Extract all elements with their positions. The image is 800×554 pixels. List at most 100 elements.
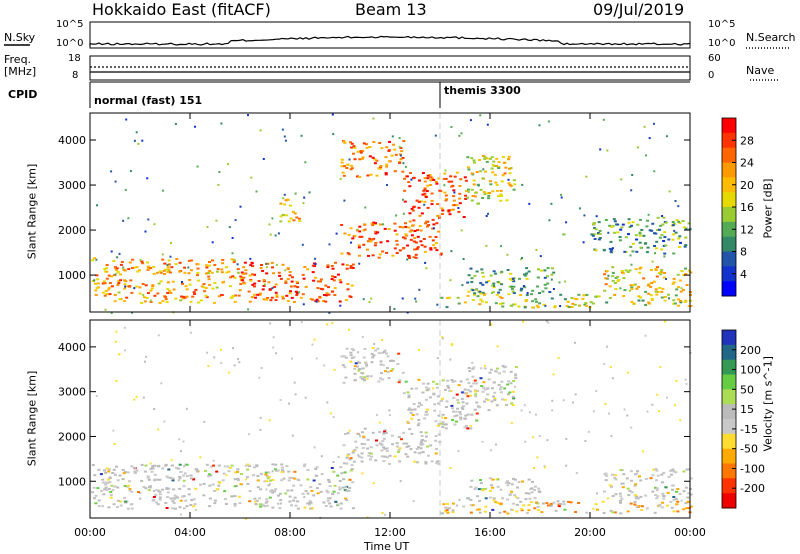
cpid-label: CPID	[8, 88, 38, 101]
velocity-colorbar-tick-7: -200	[740, 482, 765, 495]
noise-left-tick-bottom: 10^0	[56, 38, 84, 49]
power-colorbar-swatch-1	[722, 132, 736, 149]
freq-frame	[89, 55, 691, 81]
velocity-colorbar-tick-1: 100	[740, 364, 761, 377]
power-colorbar-swatch-11	[722, 281, 736, 297]
velocity-colorbar-tick-0: 200	[740, 344, 761, 357]
nsky-label: N.Sky	[4, 31, 36, 44]
freq-unit-label: [MHz]	[4, 65, 37, 78]
power-frame-ytick-label-0: 1000	[58, 269, 86, 282]
velocity-colorbar-swatch-2	[722, 359, 736, 375]
freq-panel	[89, 55, 780, 81]
freq-label: Freq.	[4, 53, 32, 66]
power-region-4	[403, 171, 468, 223]
velocity-colorbar-swatch-4	[722, 389, 736, 405]
noise-panel	[4, 21, 790, 49]
power-frame-ytick-label-1: 2000	[58, 224, 86, 237]
noise-left-tick-top: 10^5	[56, 19, 84, 30]
nsearch-label: N.Search	[746, 31, 796, 44]
power-colorbar-tick-5: 8	[740, 246, 747, 259]
power-region-8	[603, 266, 693, 295]
velocity-colorbar-swatch-9	[722, 463, 736, 479]
x-tick-label-3: 12:00	[374, 526, 406, 539]
freq-left-tick-bottom: 8	[72, 70, 79, 81]
cpid-mode-normal: normal (fast) 151	[94, 94, 203, 107]
velocity-colorbar-tick-4: -15	[740, 423, 758, 436]
noise-sky-line	[89, 35, 691, 46]
power-colorbar-swatch-2	[722, 147, 736, 163]
power-colorbar-swatch-3	[722, 162, 736, 178]
x-tick-label-2: 08:00	[274, 526, 306, 539]
freq-right-tick-bottom: 0	[708, 70, 715, 81]
noise-right-tick-top: 10^5	[708, 19, 736, 30]
velocity-colorbar-swatch-7	[722, 433, 736, 450]
power-region-2	[340, 140, 406, 178]
power-colorbar-tick-1: 24	[740, 157, 754, 170]
velocity-heatmap	[91, 320, 693, 520]
power-region-0	[91, 257, 243, 304]
velocity-colorbar-tick-5: -50	[740, 443, 758, 456]
velocity-colorbar-swatch-5	[722, 404, 736, 420]
cpid-panel	[89, 81, 690, 108]
velocity-colorbar-swatch-3	[722, 374, 736, 390]
velocity-region-6	[603, 468, 693, 501]
velocity-frame-ytick-label-1: 2000	[58, 430, 86, 443]
velocity-region-1	[340, 347, 405, 384]
power-colorbar-swatch-6	[722, 207, 736, 223]
noise-frame	[89, 21, 691, 49]
x-tick-label-5: 20:00	[574, 526, 606, 539]
velocity-colorbar-swatch-10	[722, 478, 736, 494]
velocity-frame-ytick-label-0: 1000	[58, 475, 86, 488]
station-title: Hokkaido East (fitACF)	[92, 0, 271, 19]
cpid-mode-themis: themis 3300	[444, 84, 521, 97]
velocity-colorbar-swatch-1	[722, 344, 736, 361]
velocity-region-7	[466, 477, 542, 501]
freq-right-tick-top: 60	[708, 53, 721, 64]
colorbars: 28 24 20 16 12 8 4 200 100 50 15 -15 -50 -100 -200	[721, 117, 765, 509]
velocity-colorbar-swatch-0	[722, 330, 736, 346]
power-region-10	[590, 216, 692, 255]
beam-label: Beam 13	[355, 0, 427, 19]
x-tick-label-1: 04:00	[174, 526, 206, 539]
power-region-5	[466, 154, 517, 205]
velocity-region-3	[402, 378, 479, 430]
power-region-1	[240, 261, 355, 303]
power-colorbar-tick-0: 28	[740, 134, 754, 147]
power-colorbar-swatch-5	[722, 192, 736, 208]
velocity-colorbar-tick-3: 15	[740, 403, 754, 416]
power-colorbar-tick-3: 16	[740, 201, 754, 214]
power-colorbar-swatch-9	[722, 251, 736, 267]
power-colorbar-tick-6: 4	[740, 268, 747, 281]
power-colorbar-swatch-7	[722, 221, 736, 238]
x-tick-label-4: 16:00	[474, 526, 506, 539]
axes: 1000 2000 3000 4000 1000 2000 3000 4000 00:00 04:…	[58, 112, 706, 539]
power-region-7	[466, 267, 556, 295]
power-frame-ytick-label-3: 4000	[58, 134, 86, 147]
power-colorbar-tick-2: 20	[740, 179, 754, 192]
power-colorbar-tick-4: 12	[740, 223, 754, 236]
velocity-frame-ytick-label-2: 3000	[58, 386, 86, 399]
velocity-region-2	[342, 427, 442, 465]
x-tick-label-6: 00:00	[674, 526, 706, 539]
power-region-3	[340, 221, 443, 259]
power-heatmap	[91, 113, 693, 314]
power-colorbar-swatch-10	[722, 266, 736, 282]
power-frame-ytick-label-2: 3000	[58, 179, 86, 192]
date-label: 09/Jul/2019	[593, 0, 685, 19]
velocity-colorbar-swatch-6	[722, 419, 736, 435]
velocity-frame-ytick-label-3: 4000	[58, 341, 86, 354]
x-tick-label-0: 00:00	[74, 526, 106, 539]
velocity-colorbar-tick-6: -100	[740, 462, 765, 475]
x-axis-label: Time UT	[364, 540, 410, 553]
velocity-region-4	[465, 364, 518, 412]
freq-left-tick-top: 18	[68, 53, 81, 64]
power-colorbar-swatch-8	[722, 236, 736, 252]
velocity-colorbar-swatch-8	[722, 448, 736, 464]
power-region-9	[279, 198, 302, 223]
power-region-6	[440, 293, 693, 309]
velocity-scatter	[95, 320, 692, 520]
velocity-colorbar-swatch-11	[722, 493, 736, 509]
velocity-region-0	[91, 463, 355, 510]
velocity-colorbar-tick-2: 50	[740, 383, 754, 396]
